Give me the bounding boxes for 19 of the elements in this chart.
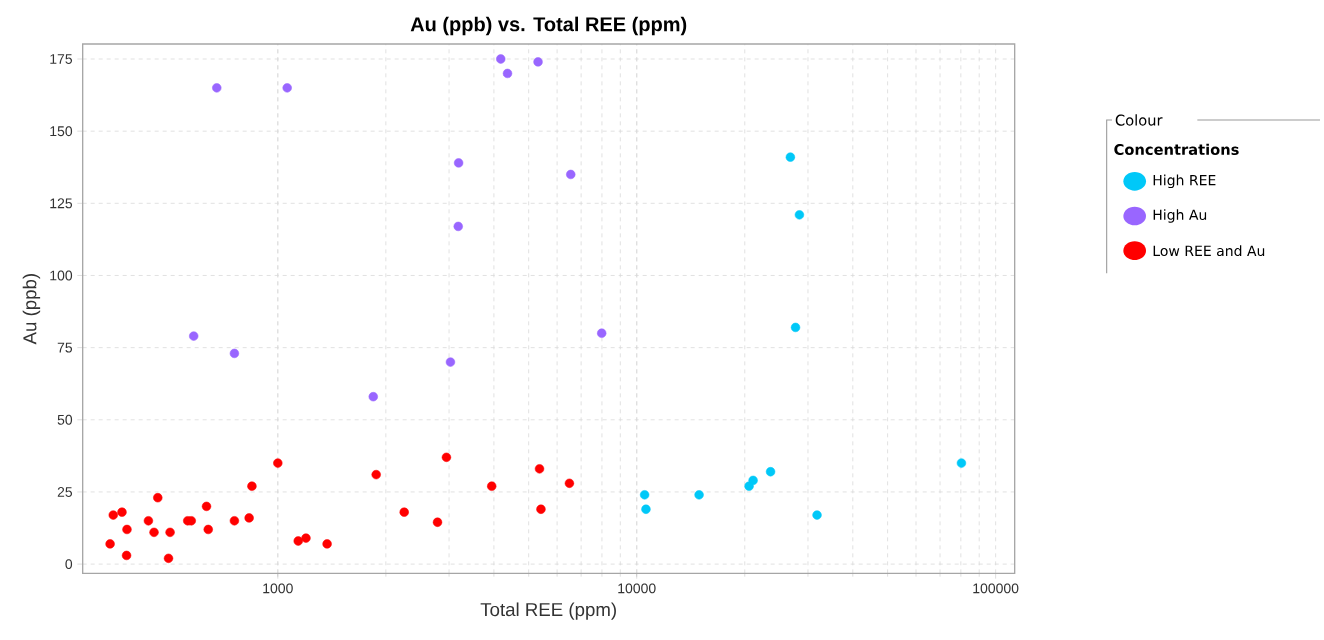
y-tick-label: 50 xyxy=(57,414,73,425)
x-tick-label: 10000 xyxy=(618,583,656,594)
legend-label: High REE xyxy=(1153,174,1216,189)
text: Concentrations xyxy=(1114,143,1239,156)
x-tick-label: 100000 xyxy=(973,583,1019,594)
y-axis-title: Au (ppb) xyxy=(22,274,41,345)
x-axis-title: Total REE (ppm) xyxy=(480,602,616,620)
y-tick-label: 75 xyxy=(57,342,73,353)
y-tick-label: 0 xyxy=(65,559,73,570)
legend-title: Colour xyxy=(1115,114,1163,126)
legend-label: High Au xyxy=(1153,209,1207,223)
y-tick-label: 175 xyxy=(50,54,73,64)
y-tick-label: 150 xyxy=(50,126,73,137)
y-tick-label: 25 xyxy=(57,487,73,497)
chart-title: Au (ppb) vs. Total REE (ppm) xyxy=(410,16,687,36)
x-tick-label: 1000 xyxy=(263,583,293,594)
y-tick-label: 125 xyxy=(50,198,73,209)
legend-label: Low REE and Au xyxy=(1153,245,1265,257)
y-tick-label: 100 xyxy=(50,270,73,281)
